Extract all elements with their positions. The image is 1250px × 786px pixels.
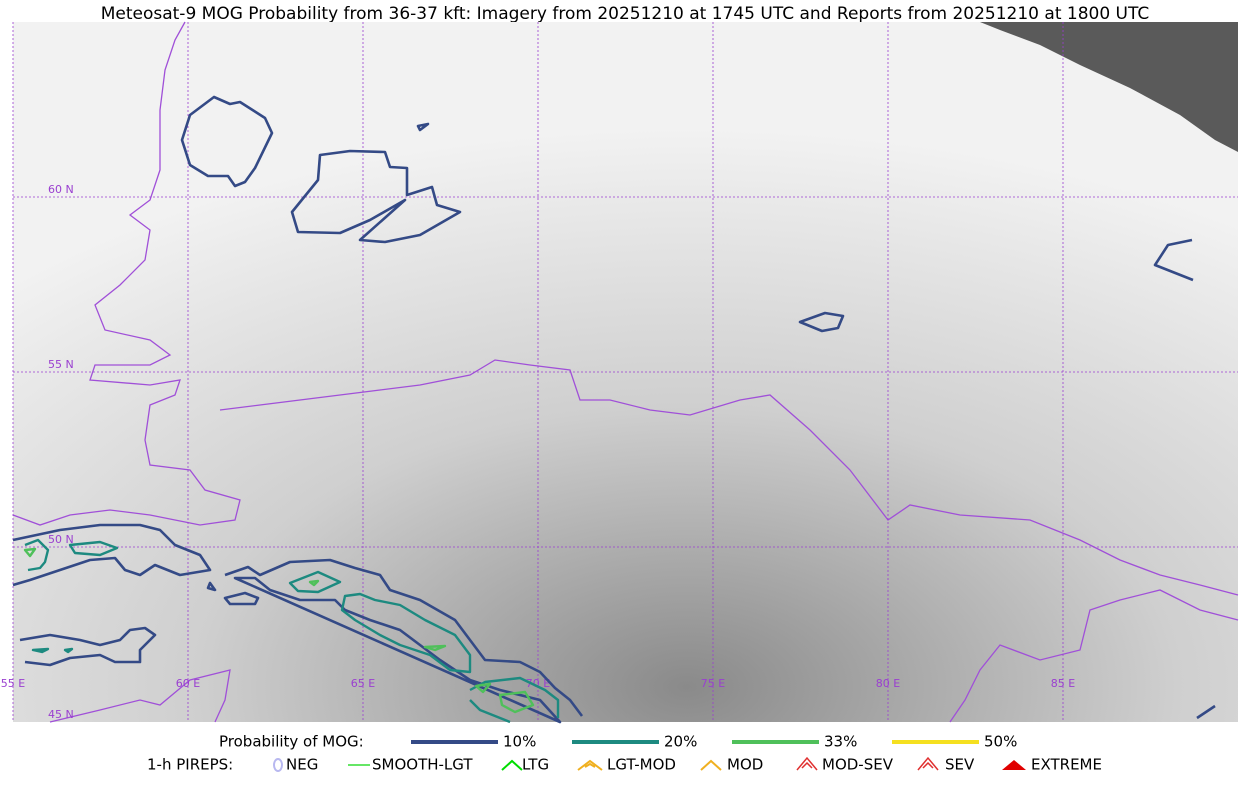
pirep-icon <box>1002 760 1026 770</box>
lon-label: 70 E <box>526 677 550 690</box>
legend-label: 50% <box>984 733 1017 751</box>
graticule: 60 N 55 N 50 N 45 N 55 E 60 E 65 E 70 E 75 E 80 E… <box>1 22 1238 722</box>
legend-label: 33% <box>824 733 857 751</box>
pirep-label: LGT-MOD <box>607 756 676 774</box>
pirep-label: EXTREME <box>1031 756 1102 774</box>
pirep-icon <box>917 756 939 771</box>
pirep-label: NEG <box>286 756 318 774</box>
pirep-icon <box>796 756 818 771</box>
lon-label: 75 E <box>701 677 725 690</box>
legend-title: 1-h PIREPS: <box>147 756 233 774</box>
legend-title: Probability of MOG: <box>219 733 364 751</box>
lat-label: 60 N <box>48 183 74 196</box>
lat-label: 50 N <box>48 533 74 546</box>
legend-label: 10% <box>503 733 536 751</box>
lat-label: 55 N <box>48 358 74 371</box>
pirep-icon <box>577 759 603 771</box>
pirep-icon <box>700 759 722 771</box>
lon-label: 85 E <box>1051 677 1075 690</box>
legend-label: 20% <box>664 733 697 751</box>
pirep-icon <box>501 759 523 771</box>
title: Meteosat-9 MOG Probability from 36-37 kf… <box>101 4 1150 24</box>
pirep-icon <box>273 758 283 772</box>
pirep-label: MOD <box>727 756 763 774</box>
lon-label: 65 E <box>351 677 375 690</box>
lon-label: 80 E <box>876 677 900 690</box>
lat-label: 45 N <box>48 708 74 721</box>
borders <box>12 21 1239 723</box>
pirep-label: SMOOTH-LGT <box>372 756 473 774</box>
pirep-label: MOD-SEV <box>822 756 894 774</box>
lon-label: 60 E <box>176 677 200 690</box>
mog-contours <box>12 95 1216 724</box>
lon-label: 55 E <box>1 677 25 690</box>
pirep-label: LTG <box>522 756 549 774</box>
pirep-label: SEV <box>945 756 975 774</box>
legend: Probability of MOG: 10% 20% 33% 50% 1-h PIREP… <box>147 733 1102 774</box>
